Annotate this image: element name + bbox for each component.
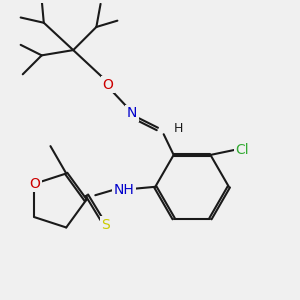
Text: O: O (29, 177, 40, 191)
Text: H: H (174, 122, 183, 136)
Text: N: N (127, 106, 137, 120)
Text: Cl: Cl (235, 143, 249, 157)
Text: S: S (101, 218, 110, 232)
Text: NH: NH (113, 183, 134, 197)
Text: O: O (103, 78, 113, 92)
